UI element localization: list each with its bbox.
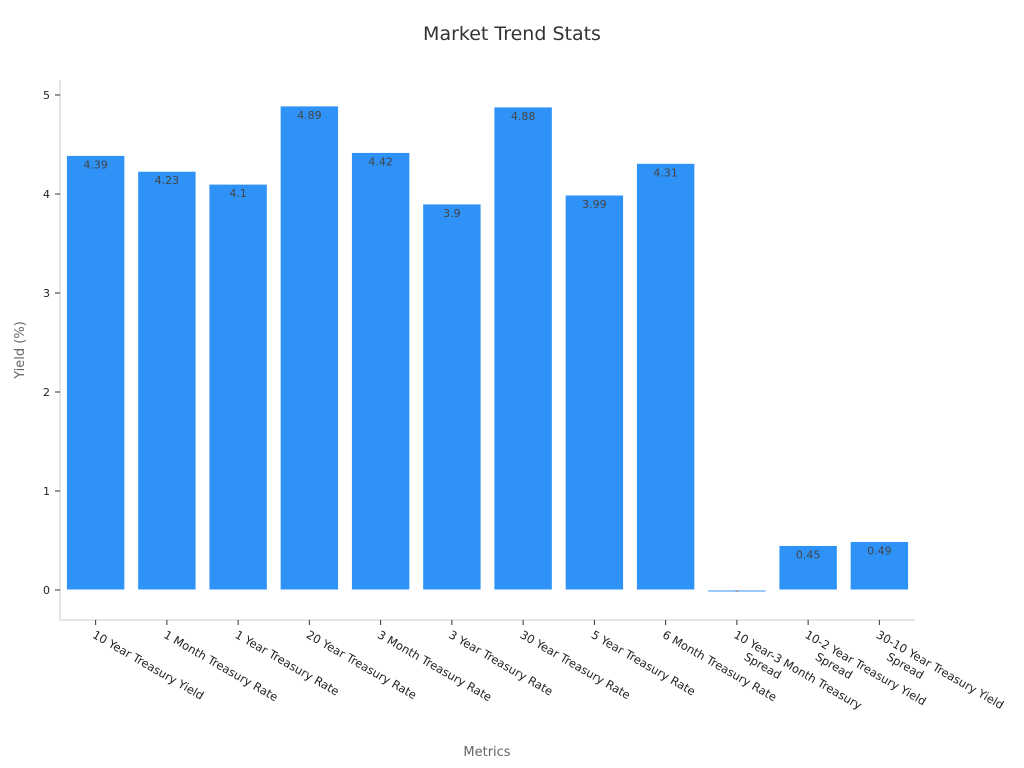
bar-data-label: 3.99 (582, 198, 607, 211)
bar-data-label: 0.45 (796, 548, 821, 561)
x-tick-label-line: 30-10 Year Treasury Yield (874, 627, 1006, 712)
x-tick-label: 1 Month Treasury Rate (161, 627, 280, 704)
bar-data-label: 4.1 (229, 187, 247, 200)
data-labels-group: 4.39 4.23 4.1 4.89 4.42 3.9 4.88 3.99 4.31 - 0.45 0… (83, 109, 891, 597)
bar (778, 544, 838, 591)
bar-data-label: 4.89 (297, 109, 322, 122)
bar (493, 106, 553, 591)
x-axis-title: Metrics (463, 745, 510, 760)
x-tick-label-line: 3 Month Treasury Rate (375, 627, 494, 704)
y-tick-label: 0 (43, 584, 50, 597)
y-tick-label: 3 (43, 287, 50, 300)
chart-title: Market Trend Stats (423, 23, 601, 45)
bar (65, 154, 126, 591)
bar-data-label: - (735, 584, 739, 597)
bar (635, 162, 696, 591)
bar-data-label: 4.31 (653, 166, 678, 179)
bar (208, 183, 268, 591)
y-axis-ticks: 0 1 2 3 4 5 (43, 89, 60, 597)
bar (422, 203, 482, 591)
bar-data-label: 0.49 (867, 544, 892, 557)
bar-data-label: 4.88 (511, 110, 536, 123)
bar (137, 170, 197, 591)
y-tick-label: 4 (43, 188, 50, 201)
bar-data-label: 4.39 (83, 158, 108, 171)
y-axis-title: Yield (%) (13, 321, 28, 380)
bars-group (65, 105, 910, 593)
bar (350, 151, 411, 591)
x-tick-label-line: 1 Month Treasury Rate (161, 627, 280, 704)
y-tick-label: 2 (43, 386, 50, 399)
y-tick-label: 1 (43, 485, 50, 498)
bar-data-label: 4.23 (155, 174, 180, 187)
bar (849, 540, 910, 591)
bar-data-label: 3.9 (443, 207, 461, 220)
bar (564, 194, 625, 591)
bar-data-label: 4.42 (368, 155, 393, 168)
bar (279, 105, 340, 591)
y-tick-label: 5 (43, 89, 50, 102)
x-tick-label: 3 Month Treasury Rate (375, 627, 494, 704)
bar (707, 589, 767, 593)
